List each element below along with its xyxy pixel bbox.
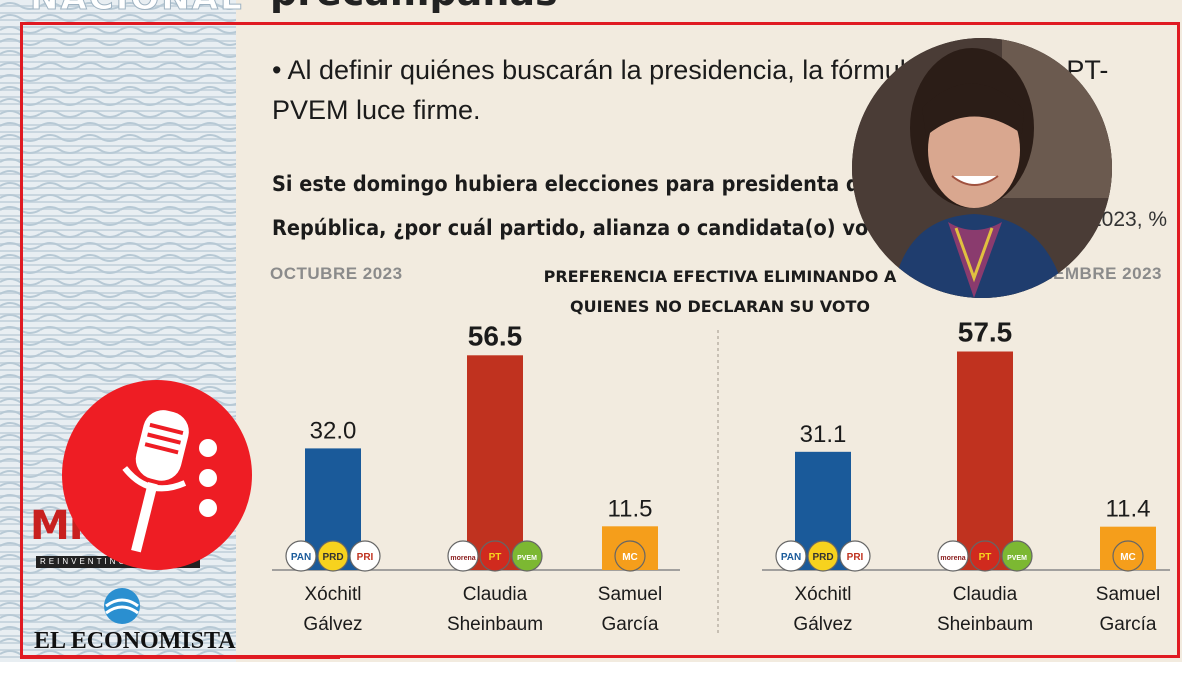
party-badge-label: PAN xyxy=(781,552,801,563)
party-badge xyxy=(969,540,1001,572)
bar-2 xyxy=(957,351,1013,570)
category-label: Xóchitl xyxy=(304,584,361,605)
party-badge xyxy=(479,540,511,572)
party-badge xyxy=(614,540,646,572)
data-label: 56.5 xyxy=(468,320,523,351)
period-november: VIEMBRE 2023 xyxy=(1036,264,1162,283)
data-label: 32.0 xyxy=(310,417,357,444)
party-badge xyxy=(511,540,543,572)
party-badge-label: morena xyxy=(450,555,475,562)
microphone-badge[interactable] xyxy=(62,380,252,570)
economista-wordmark: EL ECONOMISTA xyxy=(34,628,236,654)
question-line-2: República, ¿por cuál partido, alianza o … xyxy=(272,216,931,240)
bar-2 xyxy=(467,355,523,570)
microphone-icon xyxy=(122,410,217,553)
economista-logo-icon xyxy=(102,586,142,626)
party-badge-label: PVEM xyxy=(1007,555,1027,562)
party-badge-label: PT xyxy=(979,552,992,563)
category-label: Gálvez xyxy=(303,614,362,635)
survey-question: Si este domingo hubiera elecciones para … xyxy=(272,162,1100,250)
party-badge xyxy=(285,540,317,572)
category-label: García xyxy=(1099,614,1156,635)
party-badge-label: PT xyxy=(489,552,502,563)
category-label: Xóchitl xyxy=(794,584,851,605)
question-line-1: Si este domingo hubiera elecciones para … xyxy=(272,172,900,196)
party-badge-label: MC xyxy=(622,552,638,563)
party-badge-label: PRD xyxy=(322,552,343,563)
right-edge xyxy=(1182,0,1200,675)
bottom-edge xyxy=(0,662,1200,675)
candidate-photo xyxy=(852,38,1112,298)
question-suffix: 2023, % xyxy=(1090,208,1168,231)
party-badge-label: PRI xyxy=(357,552,374,563)
category-label: Gálvez xyxy=(793,614,852,635)
party-badge xyxy=(937,540,969,572)
category-label: Sheinbaum xyxy=(447,614,543,635)
section-tag: NACIONAL xyxy=(30,0,244,19)
party-badge xyxy=(839,540,871,572)
category-label: Claudia xyxy=(463,584,528,605)
portrait-image xyxy=(852,38,1112,298)
category-label: Samuel xyxy=(598,584,662,605)
chart-subtitle: PREFERENCIA EFECTIVA ELIMINANDO A QUIENE… xyxy=(510,262,930,322)
party-badge xyxy=(317,540,349,572)
category-label: Samuel xyxy=(1096,584,1160,605)
chart-subtitle-line-1: PREFERENCIA EFECTIVA ELIMINANDO A xyxy=(543,267,897,286)
category-label: García xyxy=(601,614,658,635)
party-badge-label: PRD xyxy=(812,552,833,563)
party-badge xyxy=(1001,540,1033,572)
period-october: OCTUBRE 2023 xyxy=(270,264,403,283)
party-badge xyxy=(447,540,479,572)
party-badge xyxy=(775,540,807,572)
red-underline xyxy=(20,655,340,659)
party-badge xyxy=(349,540,381,572)
party-badge xyxy=(807,540,839,572)
party-badge xyxy=(1112,540,1144,572)
party-badge-label: MC xyxy=(1120,552,1136,563)
data-label: 31.1 xyxy=(800,421,847,448)
top-heading: precampañas xyxy=(270,0,558,14)
party-badge-label: PAN xyxy=(291,552,311,563)
category-label: Sheinbaum xyxy=(937,614,1033,635)
data-label: 57.5 xyxy=(958,317,1013,348)
party-badge-label: PVEM xyxy=(517,555,537,562)
party-badge-label: morena xyxy=(940,555,965,562)
data-label: 11.5 xyxy=(608,495,653,522)
party-badge-label: PRI xyxy=(847,552,864,563)
category-label: Claudia xyxy=(953,584,1018,605)
data-label: 11.4 xyxy=(1106,496,1151,523)
chart-subtitle-line-2: QUIENES NO DECLARAN SU VOTO xyxy=(570,297,870,316)
